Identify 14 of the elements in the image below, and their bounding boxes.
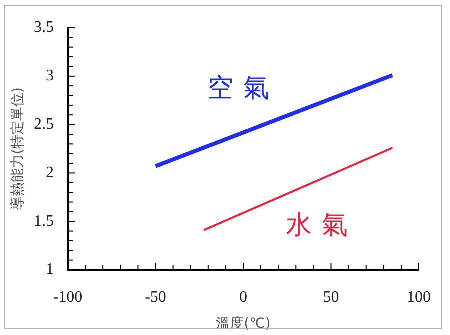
series-label: 水氣	[286, 210, 358, 241]
x-tick-label: -100	[53, 288, 83, 306]
y-tick-label: 1.5	[34, 212, 54, 230]
x-tick-label: 0	[240, 288, 248, 306]
y-tick-label: 3.5	[34, 19, 54, 36]
x-tick-label: 100	[407, 288, 431, 306]
y-tick-label: 2	[46, 164, 54, 182]
y-tick-label: 1	[46, 261, 54, 278]
y-axis-title: 導熱能力(特定單位)	[10, 88, 26, 210]
x-tick-label: -50	[145, 288, 166, 306]
x-tick-label: 50	[323, 288, 340, 306]
series-label: 空氣	[208, 73, 280, 104]
y-tick-label: 3	[46, 68, 54, 85]
y-tick-label: 2.5	[34, 116, 54, 134]
